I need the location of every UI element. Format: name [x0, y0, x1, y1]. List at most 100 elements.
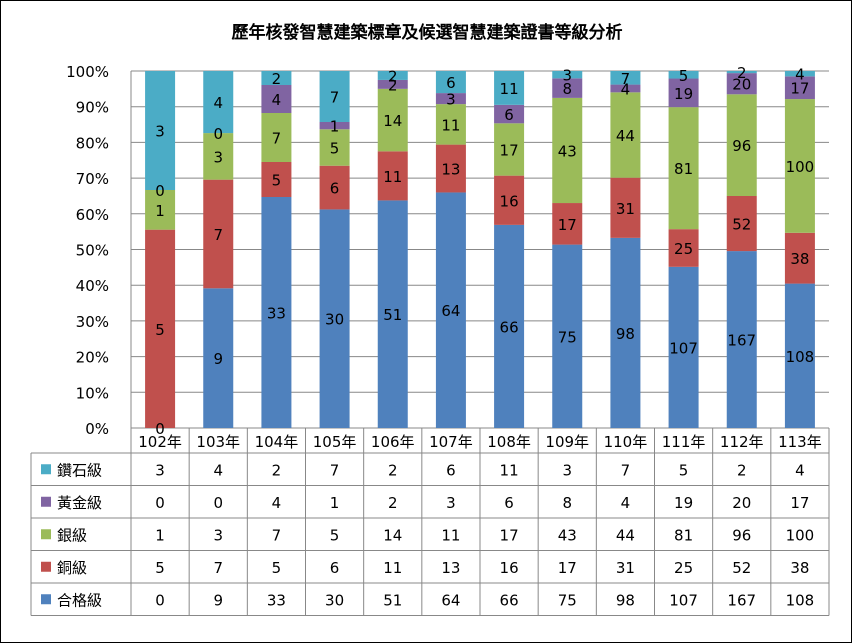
data-label: 17 — [500, 141, 519, 159]
bar-segment — [377, 79, 408, 89]
data-label: 51 — [383, 306, 402, 324]
data-label: 4 — [621, 80, 631, 98]
y-tick-label: 30% — [76, 313, 109, 331]
table-cell: 7 — [330, 461, 340, 479]
table-cell: 11 — [383, 559, 402, 577]
bar-segment — [726, 196, 757, 252]
bar-segment — [668, 78, 699, 108]
table-cell: 31 — [616, 559, 635, 577]
table-cell: 16 — [500, 559, 519, 577]
table-cell: 6 — [446, 461, 456, 479]
table-cell: 9 — [213, 591, 223, 609]
bar-segment — [145, 71, 176, 190]
bar-segment — [435, 71, 466, 94]
bar-segment — [726, 73, 757, 95]
bar-segment — [203, 288, 234, 428]
data-label: 5 — [330, 140, 340, 158]
table-cell: 11 — [500, 461, 519, 479]
data-label: 3 — [155, 123, 165, 141]
table-cell: 66 — [500, 591, 519, 609]
bar-segment — [435, 104, 466, 145]
data-label: 3 — [213, 148, 223, 166]
bar-segment — [784, 232, 815, 284]
data-label: 1 — [330, 118, 340, 136]
bar-segment — [610, 71, 641, 85]
bar-segment — [435, 93, 466, 105]
table-cell: 4 — [621, 494, 631, 512]
data-label: 52 — [732, 216, 751, 234]
data-label: 16 — [500, 192, 519, 210]
table-cell: 13 — [441, 559, 460, 577]
table-cell: 19 — [674, 494, 693, 512]
bar-segment — [203, 179, 234, 289]
table-cell: 3 — [446, 494, 456, 512]
table-cell: 17 — [790, 494, 809, 512]
data-label: 0 — [213, 125, 223, 143]
legend-series-name: 鑽石級 — [57, 461, 102, 479]
data-label: 98 — [616, 325, 635, 343]
bar-segment — [494, 224, 525, 428]
table-cell: 75 — [558, 591, 577, 609]
bar-segment — [552, 97, 583, 204]
bar-segment — [261, 71, 292, 85]
y-tick-label: 70% — [76, 170, 109, 188]
table-cell: 20 — [732, 494, 751, 512]
table-cell: 8 — [562, 494, 572, 512]
data-label: 14 — [383, 112, 402, 130]
bar-segment — [552, 78, 583, 98]
bar-segment — [319, 209, 350, 428]
data-label: 2 — [737, 64, 747, 82]
bar-segment — [726, 94, 757, 197]
bar-segment — [610, 84, 641, 93]
data-label: 167 — [727, 332, 756, 350]
table-cell: 17 — [500, 526, 519, 544]
x-category-label: 106年 — [371, 433, 415, 451]
bar-segment — [610, 177, 641, 238]
data-label: 20 — [732, 76, 751, 94]
data-label: 11 — [441, 116, 460, 134]
data-label: 11 — [500, 80, 519, 98]
bar-segment — [726, 71, 757, 74]
x-category-label: 104年 — [255, 433, 299, 451]
bar-segment — [261, 113, 292, 162]
legend-key — [41, 496, 51, 507]
table-cell: 38 — [790, 559, 809, 577]
data-label: 44 — [616, 127, 635, 145]
bar-segment — [435, 144, 466, 193]
table-cell: 33 — [267, 591, 286, 609]
x-category-label: 112年 — [720, 433, 764, 451]
bar-segment — [552, 71, 583, 79]
bar-segment — [377, 200, 408, 428]
data-label: 0 — [155, 182, 165, 200]
x-category-label: 103年 — [196, 433, 240, 451]
x-category-label: 111年 — [662, 433, 706, 451]
y-tick-label: 0% — [85, 420, 109, 438]
bar-segment — [552, 203, 583, 245]
bar-segment — [261, 197, 292, 428]
data-label: 17 — [558, 216, 577, 234]
data-label: 81 — [674, 160, 693, 178]
y-tick-label: 50% — [76, 242, 109, 260]
bar-segment — [726, 251, 757, 428]
y-tick-label: 90% — [76, 99, 109, 117]
data-label: 0 — [155, 420, 165, 438]
legend-series-name: 合格級 — [57, 591, 102, 609]
legend-key — [41, 464, 51, 475]
data-label: 2 — [388, 67, 398, 85]
bar-segment — [319, 165, 350, 210]
data-label: 19 — [674, 85, 693, 103]
data-label: 7 — [272, 130, 282, 148]
data-label: 43 — [558, 142, 577, 160]
table-cell: 4 — [795, 461, 805, 479]
table-cell: 107 — [669, 591, 698, 609]
bar-segment — [203, 71, 234, 134]
table-cell: 100 — [786, 526, 815, 544]
table-cell: 6 — [330, 559, 340, 577]
bar-segment — [494, 71, 525, 105]
data-label: 1 — [155, 202, 165, 220]
data-label: 3 — [446, 91, 456, 109]
data-label: 38 — [790, 250, 809, 268]
bar-segment — [668, 71, 699, 79]
x-category-label: 105年 — [313, 433, 357, 451]
